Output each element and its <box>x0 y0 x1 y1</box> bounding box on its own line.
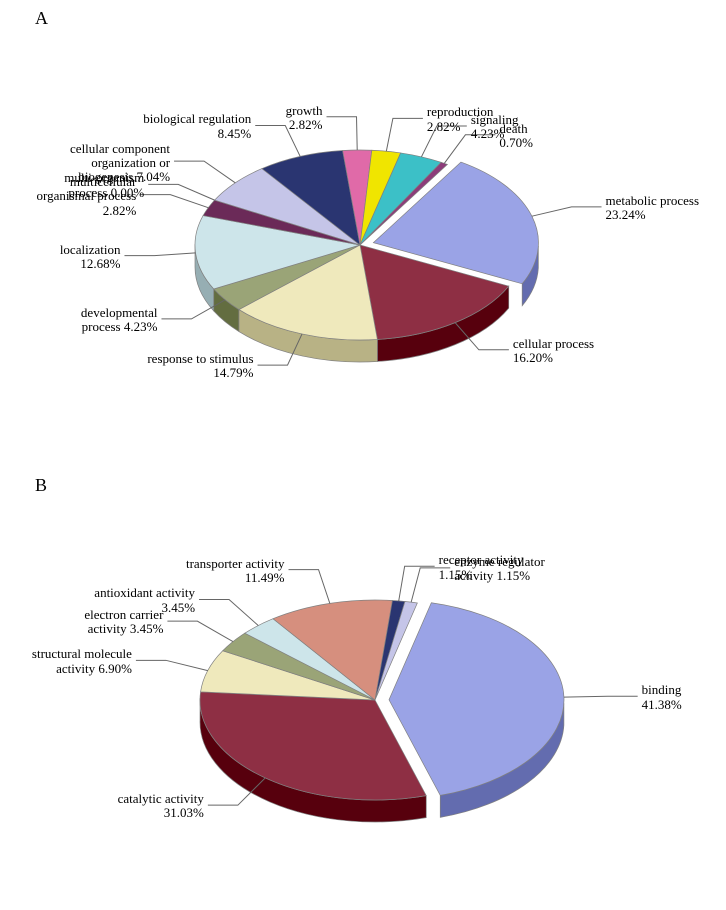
leader-line <box>399 566 435 601</box>
slice-label: localization12.68% <box>60 243 121 272</box>
slice-label: biological regulation8.45% <box>143 112 251 141</box>
slice-label: response to stimulus14.79% <box>147 352 253 381</box>
pie-chart-a <box>0 0 726 470</box>
slice-label: growth2.82% <box>286 104 323 133</box>
leader-line <box>174 161 235 183</box>
leader-line <box>386 118 423 151</box>
pie-slice <box>200 692 426 800</box>
slice-label: cellular process16.20% <box>513 337 594 366</box>
leader-line <box>327 117 358 150</box>
leader-line <box>199 599 258 625</box>
slice-label: structural moleculeactivity 6.90% <box>32 647 132 676</box>
slice-label: developmentalprocess 4.23% <box>81 306 158 335</box>
slice-label: cellular componentorganization orbiogene… <box>70 142 170 185</box>
slice-label: enzyme regulatoractivity 1.15% <box>454 555 545 584</box>
leader-line <box>136 660 208 670</box>
slice-label: catalytic activity31.03% <box>118 792 204 821</box>
leader-line <box>289 570 330 604</box>
leader-line <box>564 696 638 697</box>
slice-label: transporter activity11.49% <box>186 557 285 586</box>
slice-label: metabolic process23.24% <box>606 194 700 223</box>
leader-line <box>124 253 195 256</box>
leader-line <box>532 207 602 216</box>
slice-label: death0.70% <box>499 122 533 151</box>
pie-chart-b <box>0 470 726 910</box>
leader-line <box>140 195 208 208</box>
leader-line <box>148 184 214 200</box>
leader-line <box>167 621 233 641</box>
slice-label: binding41.38% <box>642 683 682 712</box>
slice-label: antioxidant activity3.45% <box>94 586 195 615</box>
